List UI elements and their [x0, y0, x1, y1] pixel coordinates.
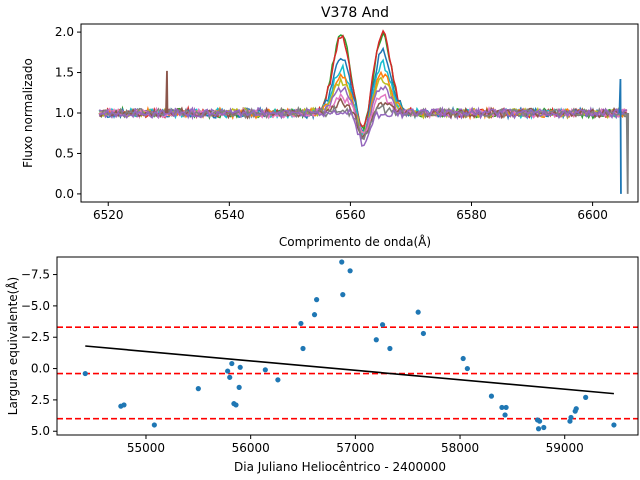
ew-y-tick-label: −5.0 — [21, 299, 50, 313]
scatter-point — [225, 368, 231, 374]
scatter-point — [415, 309, 421, 315]
ew-x-tick-label: 57000 — [336, 441, 374, 455]
ew-x-ticks: 55000 56000 57000 58000 59000 — [127, 435, 584, 455]
scatter-point — [568, 414, 574, 421]
scatter-point — [460, 355, 466, 362]
scatter-point — [82, 370, 88, 377]
scatter-point — [151, 422, 157, 428]
spectrum-y-tick-label: 0.0 — [55, 187, 74, 201]
trend-line — [85, 345, 614, 395]
scatter-point — [347, 268, 353, 274]
scatter-point — [195, 386, 201, 392]
scatter-point — [300, 345, 306, 352]
spectrum-x-tick-label: 6520 — [93, 208, 124, 222]
scatter-point — [387, 345, 393, 352]
scatter-point — [464, 365, 470, 372]
scatter-point — [420, 330, 426, 337]
scatter-point — [583, 394, 589, 400]
scatter-point — [262, 367, 268, 373]
ew-y-tick-label: −2.5 — [21, 330, 50, 344]
spectrum-series-group — [98, 29, 628, 147]
scatter-point — [339, 259, 345, 265]
spectrum-chart: V378 And 6520 6540 6560 6580 6600 0.0 0.5 1.0 1… — [21, 5, 639, 249]
spectrum-x-tick-label: 6580 — [456, 208, 487, 222]
spectrum-spike — [165, 70, 169, 114]
scatter-point — [536, 418, 543, 424]
ew-plot-frame — [56, 256, 639, 436]
ew-y-ticks: −7.5 −5.0 −2.5 0.0 2.5 5.0 — [21, 268, 57, 438]
spectrum-spikes-group — [165, 70, 630, 194]
ew-y-axis-label: Largura equivalente(Å) — [5, 277, 20, 415]
scatter-point — [237, 364, 243, 370]
spectrum-spike — [618, 78, 622, 194]
spectrum-y-tick-label: 2.0 — [55, 25, 74, 39]
ew-x-tick-label: 59000 — [546, 441, 584, 455]
scatter-point — [311, 312, 318, 318]
scatter-point — [233, 402, 239, 408]
ew-y-tick-label: 5.0 — [31, 424, 50, 438]
spectrum-plot-frame — [80, 23, 639, 203]
ew-x-tick-label: 55000 — [127, 441, 165, 455]
spectrum-x-tick-label: 6540 — [214, 208, 245, 222]
scatter-point — [121, 402, 127, 408]
ew-y-tick-label: 2.5 — [31, 393, 50, 407]
scatter-point — [340, 292, 346, 298]
spectrum-y-axis-label: Fluxo normalizado — [21, 58, 35, 168]
scatter-point — [373, 337, 379, 343]
scatter-point — [275, 377, 281, 383]
ew-y-tick-label: 0.0 — [31, 362, 50, 376]
scatter-point — [502, 412, 508, 418]
spectrum-y-ticks: 0.0 0.5 1.0 1.5 2.0 — [55, 25, 81, 201]
scatter-points-group — [82, 259, 617, 432]
scatter-point — [503, 404, 509, 411]
scatter-point — [236, 384, 242, 390]
scatter-point — [541, 424, 547, 431]
scatter-point — [611, 422, 617, 428]
scatter-point — [227, 374, 233, 380]
ew-x-tick-label: 56000 — [232, 441, 270, 455]
ew-x-tick-label: 58000 — [441, 441, 479, 455]
scatter-point — [499, 404, 505, 411]
spectrum-chart-title: V378 And — [321, 5, 389, 21]
ew-x-axis-label: Dia Juliano Heliocêntrico - 2400000 — [234, 460, 446, 474]
spectrum-x-tick-label: 6600 — [577, 208, 608, 222]
scatter-point — [298, 320, 304, 327]
scatter-point — [535, 426, 542, 432]
reference-lines-group — [57, 326, 638, 420]
spectrum-x-ticks: 6520 6540 6560 6580 6600 — [93, 202, 608, 222]
spectrum-y-tick-label: 1.5 — [55, 66, 74, 80]
scatter-point — [229, 360, 235, 367]
spectrum-y-tick-label: 1.0 — [55, 106, 74, 120]
spectrum-x-tick-label: 6560 — [335, 208, 366, 222]
spectrum-y-tick-label: 0.5 — [55, 146, 74, 160]
equivalent-width-chart: 55000 56000 57000 58000 59000 −7.5 −5.0 −2.5 0.… — [5, 256, 639, 474]
spectrum-spike — [625, 112, 630, 194]
ew-y-tick-label: −7.5 — [21, 268, 50, 282]
spectrum-series-line — [98, 105, 628, 147]
scatter-point — [488, 393, 495, 399]
scatter-point — [379, 322, 386, 328]
scatter-point — [573, 406, 579, 412]
spectrum-x-axis-label: Comprimento de onda(Å) — [279, 234, 431, 249]
scatter-point — [314, 297, 320, 303]
